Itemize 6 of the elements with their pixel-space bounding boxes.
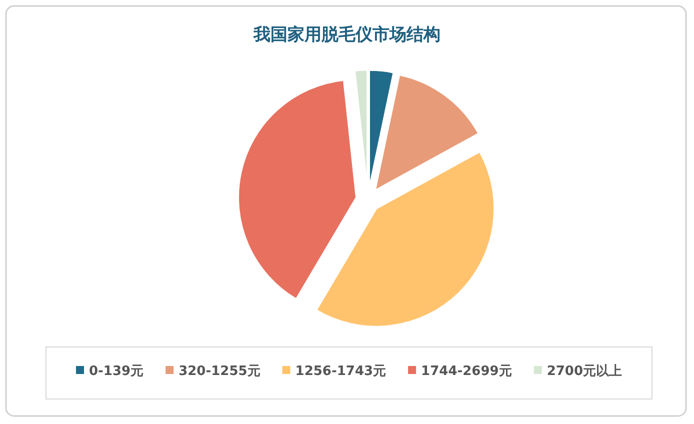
chart-title: 我国家用脱毛仪市场结构 xyxy=(252,25,440,45)
legend-label: 320-1255元 xyxy=(178,364,260,379)
legend-label: 2700元以上 xyxy=(546,364,622,379)
legend-label: 0-139元 xyxy=(88,364,144,379)
legend-label: 1744-2699元 xyxy=(421,364,512,379)
legend-label: 1256-1743元 xyxy=(295,364,386,379)
